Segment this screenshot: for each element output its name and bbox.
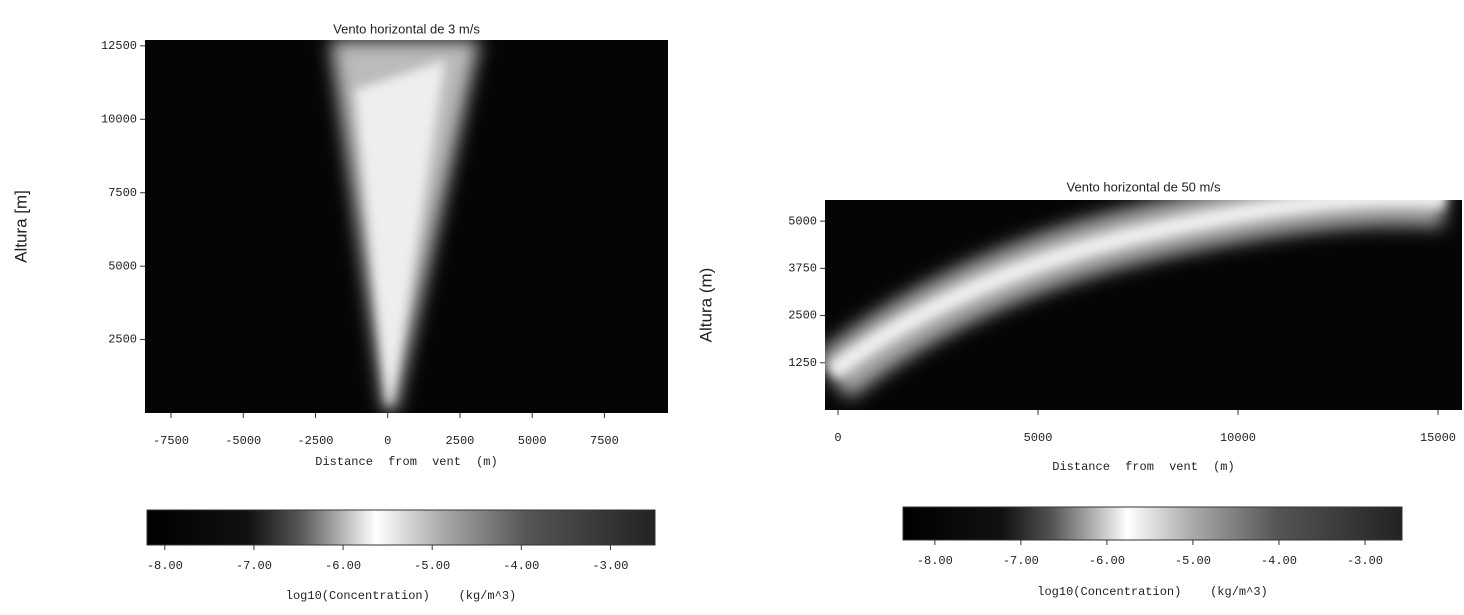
x-tick-label: 5000 [1024, 431, 1053, 445]
x-tick-label: -2500 [297, 434, 333, 448]
x-tick-label: -7500 [153, 434, 189, 448]
x-tick-label: 10000 [1220, 431, 1256, 445]
x-tick-label: 7500 [590, 434, 619, 448]
colorbar-tick-label: -5.00 [1175, 554, 1211, 568]
plume [330, 40, 480, 412]
colorbar-tick-label: -8.00 [147, 559, 183, 573]
colorbar-tick-label: -5.00 [414, 559, 450, 573]
chart-title: Vento horizontal de 3 m/s [333, 21, 480, 36]
y-axis-label: Altura (m) [696, 268, 715, 343]
colorbar-tick-label: -4.00 [503, 559, 539, 573]
colorbar-label: log10(Concentration) (kg/m^3) [1037, 585, 1267, 599]
plume [825, 200, 1445, 400]
y-tick-label: 2500 [788, 309, 817, 323]
x-tick-label: 2500 [446, 434, 475, 448]
colorbar-tick-label: -8.00 [917, 554, 953, 568]
x-tick-label: 0 [384, 434, 391, 448]
colorbar-tick-label: -3.00 [1347, 554, 1383, 568]
y-tick-label: 1250 [788, 356, 817, 370]
chart-title: Vento horizontal de 50 m/s [1067, 179, 1221, 194]
colorbar-tick-label: -6.00 [325, 559, 361, 573]
y-axis-label: Altura [m] [11, 190, 30, 263]
colorbar-tick-label: -7.00 [236, 559, 272, 573]
colorbar [146, 509, 656, 546]
colorbar-tick-label: -7.00 [1003, 554, 1039, 568]
y-tick-label: 5000 [788, 214, 817, 228]
x-axis-label: Distance from vent (m) [1052, 460, 1234, 474]
y-tick-label: 10000 [101, 112, 137, 126]
colorbar [902, 506, 1403, 541]
x-tick-label: 5000 [518, 434, 547, 448]
x-tick-label: 0 [834, 431, 841, 445]
y-tick-label: 12500 [101, 39, 137, 53]
x-tick-label: -5000 [225, 434, 261, 448]
y-tick-label: 3750 [788, 262, 817, 276]
y-tick-label: 2500 [108, 333, 137, 347]
y-tick-label: 7500 [108, 186, 137, 200]
x-tick-label: 15000 [1420, 431, 1456, 445]
colorbar-tick-label: -4.00 [1261, 554, 1297, 568]
colorbar-tick-label: -6.00 [1089, 554, 1125, 568]
y-tick-label: 5000 [108, 259, 137, 273]
colorbar-label: log10(Concentration) (kg/m^3) [286, 589, 516, 603]
x-axis-label: Distance from vent (m) [315, 455, 497, 469]
colorbar-tick-label: -3.00 [592, 559, 628, 573]
